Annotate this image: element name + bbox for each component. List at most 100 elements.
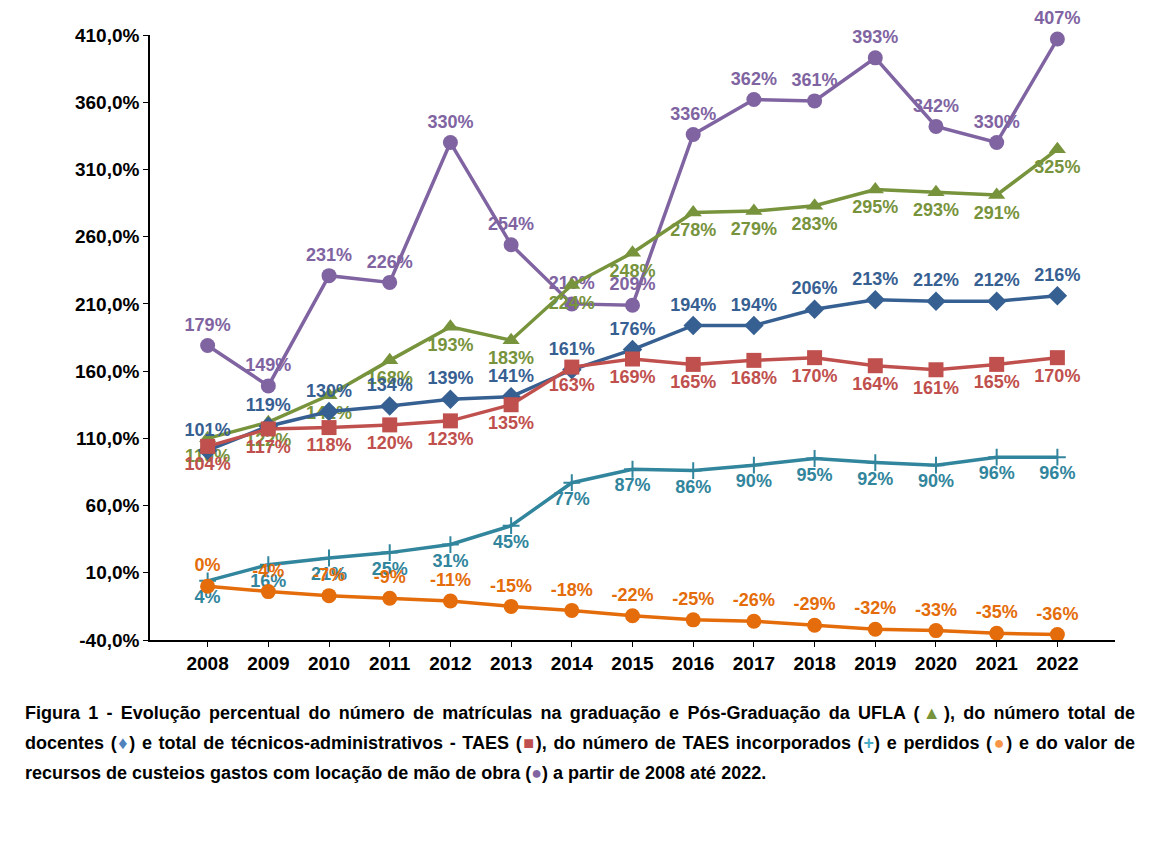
svg-text:2021: 2021 — [976, 653, 1019, 674]
svg-text:224%: 224% — [549, 293, 595, 313]
svg-text:293%: 293% — [913, 200, 959, 220]
svg-text:-7%: -7% — [313, 565, 345, 585]
svg-text:87%: 87% — [614, 475, 650, 495]
svg-text:161%: 161% — [549, 339, 595, 359]
svg-text:330%: 330% — [427, 112, 473, 132]
svg-text:310,0%: 310,0% — [75, 159, 140, 180]
svg-text:2010: 2010 — [308, 653, 350, 674]
svg-text:0%: 0% — [195, 555, 221, 575]
svg-text:101%: 101% — [185, 420, 231, 440]
svg-text:165%: 165% — [974, 372, 1020, 392]
svg-text:209%: 209% — [609, 274, 655, 294]
svg-text:-40,0%: -40,0% — [79, 630, 139, 651]
svg-text:119%: 119% — [246, 395, 291, 415]
svg-text:260,0%: 260,0% — [75, 226, 140, 247]
svg-text:104%: 104% — [185, 454, 231, 474]
svg-text:123%: 123% — [427, 429, 473, 449]
svg-text:-18%: -18% — [551, 580, 593, 600]
svg-text:141%: 141% — [488, 366, 534, 386]
svg-text:360,0%: 360,0% — [75, 92, 140, 113]
svg-text:2009: 2009 — [247, 653, 289, 674]
svg-text:2022: 2022 — [1036, 653, 1078, 674]
svg-text:160,0%: 160,0% — [75, 361, 140, 382]
svg-text:122%: 122% — [245, 430, 291, 450]
svg-text:336%: 336% — [670, 104, 716, 124]
svg-text:213%: 213% — [852, 269, 898, 289]
svg-text:279%: 279% — [731, 219, 777, 239]
svg-text:-4%: -4% — [252, 561, 284, 581]
svg-text:2020: 2020 — [915, 653, 957, 674]
svg-text:179%: 179% — [185, 315, 231, 335]
svg-text:-11%: -11% — [430, 570, 471, 590]
svg-text:210,0%: 210,0% — [75, 294, 140, 315]
svg-text:210%: 210% — [549, 273, 595, 293]
svg-text:21%: 21% — [311, 564, 347, 584]
svg-text:16%: 16% — [250, 571, 286, 591]
svg-text:216%: 216% — [1034, 265, 1080, 285]
svg-text:-15%: -15% — [490, 576, 532, 596]
svg-text:2008: 2008 — [186, 653, 228, 674]
svg-text:-33%: -33% — [915, 600, 957, 620]
svg-text:169%: 169% — [609, 367, 655, 387]
svg-text:-25%: -25% — [672, 589, 714, 609]
svg-text:2017: 2017 — [733, 653, 775, 674]
svg-text:194%: 194% — [670, 295, 716, 315]
svg-text:86%: 86% — [675, 477, 711, 497]
svg-text:361%: 361% — [792, 70, 838, 90]
svg-text:110%: 110% — [185, 446, 230, 466]
svg-text:92%: 92% — [857, 469, 893, 489]
svg-text:164%: 164% — [852, 374, 898, 394]
svg-text:295%: 295% — [852, 197, 898, 217]
svg-text:362%: 362% — [731, 69, 777, 89]
svg-text:176%: 176% — [609, 319, 655, 339]
svg-text:4%: 4% — [195, 587, 221, 607]
svg-text:206%: 206% — [792, 278, 838, 298]
svg-text:2012: 2012 — [429, 653, 471, 674]
svg-text:-36%: -36% — [1036, 604, 1078, 624]
svg-text:-22%: -22% — [611, 585, 653, 605]
svg-text:2016: 2016 — [672, 653, 714, 674]
svg-text:161%: 161% — [913, 378, 959, 398]
svg-text:283%: 283% — [792, 214, 838, 234]
svg-text:212%: 212% — [974, 270, 1020, 290]
svg-text:120%: 120% — [367, 433, 413, 453]
svg-text:96%: 96% — [1039, 463, 1075, 483]
svg-text:248%: 248% — [609, 261, 655, 281]
svg-text:-32%: -32% — [854, 598, 896, 618]
svg-text:135%: 135% — [488, 413, 534, 433]
svg-text:2015: 2015 — [611, 653, 654, 674]
svg-text:31%: 31% — [432, 551, 468, 571]
svg-text:10,0%: 10,0% — [86, 562, 140, 583]
svg-text:60,0%: 60,0% — [86, 495, 140, 516]
svg-text:149%: 149% — [245, 355, 291, 375]
svg-text:117%: 117% — [246, 437, 291, 457]
svg-text:2018: 2018 — [793, 653, 835, 674]
svg-text:231%: 231% — [306, 245, 352, 265]
svg-text:168%: 168% — [367, 368, 413, 388]
svg-text:165%: 165% — [670, 372, 716, 392]
svg-text:2019: 2019 — [854, 653, 896, 674]
svg-text:77%: 77% — [554, 489, 590, 509]
svg-text:-29%: -29% — [794, 594, 836, 614]
svg-text:163%: 163% — [549, 375, 595, 395]
svg-text:278%: 278% — [670, 220, 716, 240]
svg-text:96%: 96% — [979, 463, 1015, 483]
svg-text:2013: 2013 — [490, 653, 532, 674]
svg-text:142%: 142% — [306, 403, 352, 423]
svg-text:-9%: -9% — [374, 567, 406, 587]
svg-text:170%: 170% — [1034, 366, 1080, 386]
svg-text:90%: 90% — [918, 471, 954, 491]
svg-text:393%: 393% — [852, 27, 898, 47]
svg-text:410,0%: 410,0% — [75, 25, 140, 46]
svg-text:330%: 330% — [974, 112, 1020, 132]
svg-text:183%: 183% — [488, 348, 534, 368]
svg-text:291%: 291% — [974, 203, 1020, 223]
svg-text:226%: 226% — [367, 252, 413, 272]
svg-text:130%: 130% — [306, 381, 352, 401]
svg-text:139%: 139% — [427, 368, 473, 388]
svg-text:170%: 170% — [792, 366, 838, 386]
svg-text:194%: 194% — [731, 295, 777, 315]
svg-text:193%: 193% — [427, 335, 473, 355]
svg-text:118%: 118% — [306, 435, 351, 455]
svg-text:-26%: -26% — [733, 590, 775, 610]
